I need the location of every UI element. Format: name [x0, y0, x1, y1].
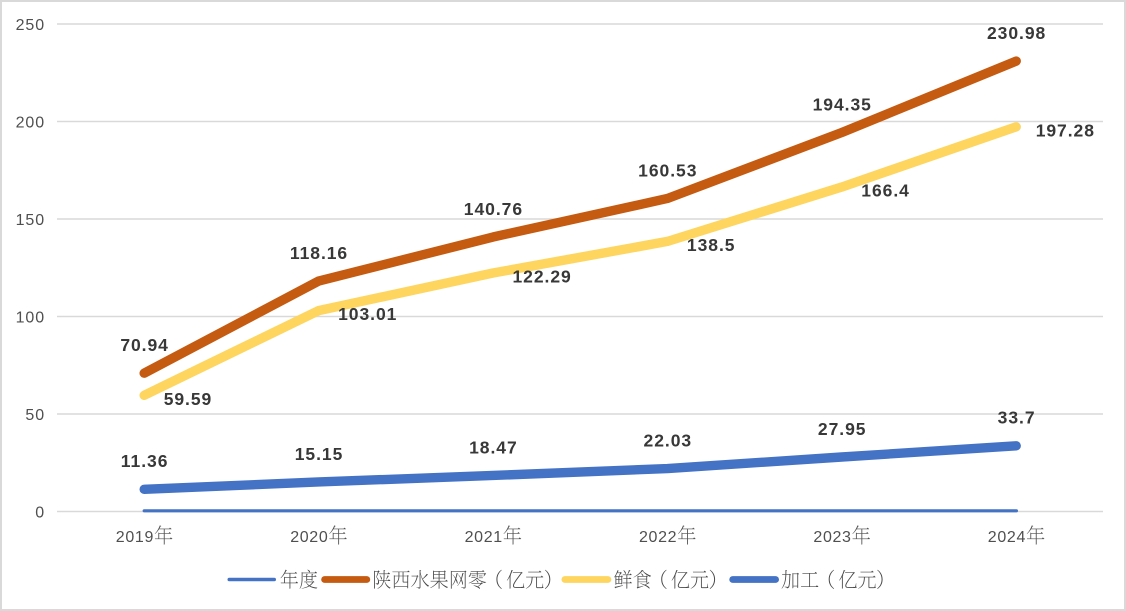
- svg-text:194.35: 194.35: [813, 94, 872, 114]
- svg-text:160.53: 160.53: [638, 160, 697, 180]
- svg-text:103.01: 103.01: [338, 304, 397, 324]
- svg-text:100: 100: [16, 310, 45, 327]
- svg-text:250: 250: [16, 17, 45, 34]
- svg-text:2022: 2022: [639, 529, 677, 546]
- svg-text:11.36: 11.36: [121, 451, 169, 471]
- svg-text:27.95: 27.95: [818, 419, 867, 439]
- svg-text:166.4: 166.4: [861, 181, 910, 201]
- svg-text:18.47: 18.47: [469, 437, 518, 457]
- svg-text:2023: 2023: [813, 529, 851, 546]
- svg-text:2020: 2020: [290, 529, 328, 546]
- svg-text:0: 0: [35, 505, 45, 522]
- svg-text:2021: 2021: [465, 529, 503, 546]
- svg-text:15.15: 15.15: [295, 444, 344, 464]
- svg-text:140.76: 140.76: [464, 199, 523, 219]
- svg-text:122.29: 122.29: [513, 267, 572, 287]
- svg-text:230.98: 230.98: [987, 23, 1046, 43]
- svg-text:200: 200: [16, 115, 45, 132]
- svg-text:50: 50: [25, 407, 45, 424]
- svg-text:150: 150: [16, 212, 45, 229]
- svg-text:2024: 2024: [988, 529, 1026, 546]
- svg-text:118.16: 118.16: [290, 243, 348, 263]
- svg-text:59.59: 59.59: [164, 389, 213, 409]
- svg-text:197.28: 197.28: [1036, 120, 1095, 140]
- svg-text:2019: 2019: [116, 529, 154, 546]
- svg-text:138.5: 138.5: [687, 235, 736, 255]
- svg-text:33.7: 33.7: [998, 408, 1036, 428]
- svg-text:22.03: 22.03: [644, 430, 693, 450]
- svg-text:70.94: 70.94: [120, 335, 169, 355]
